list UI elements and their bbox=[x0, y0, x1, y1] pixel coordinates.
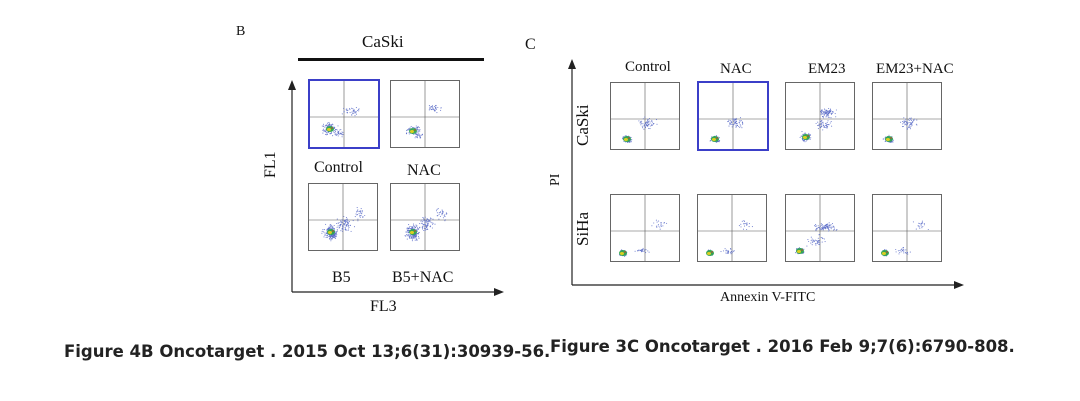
label-b-b5: B5 bbox=[332, 269, 351, 286]
flow-plot-c-siha-em23nac bbox=[872, 194, 942, 262]
flow-plot-b-control bbox=[308, 79, 380, 149]
caption-panel-c: Figure 3C Oncotarget . 2016 Feb 9;7(6):6… bbox=[550, 337, 1015, 356]
panel-b-letter: B bbox=[236, 24, 246, 39]
flow-plot-c-caski-nac bbox=[697, 81, 769, 151]
flow-plot-c-siha-em23 bbox=[785, 194, 855, 262]
label-b-b5nac: B5+NAC bbox=[392, 269, 454, 286]
col-label-em23: EM23 bbox=[808, 61, 846, 77]
caption-panel-b: Figure 4B Oncotarget . 2015 Oct 13;6(31)… bbox=[64, 342, 551, 361]
panel-b-group-header: CaSki bbox=[362, 32, 404, 51]
panel-c-x-axis-label: Annexin V-FITC bbox=[720, 290, 816, 305]
label-b-nac: NAC bbox=[407, 162, 441, 179]
flow-plot-c-caski-control bbox=[610, 82, 680, 150]
row-label-caski: CaSki bbox=[573, 104, 592, 146]
flow-plot-b-nac bbox=[390, 80, 460, 148]
col-label-em23nac: EM23+NAC bbox=[876, 61, 954, 77]
panel-b-axes bbox=[288, 80, 504, 296]
flow-plot-c-caski-em23nac bbox=[872, 82, 942, 150]
flow-plot-b-b5nac bbox=[390, 183, 460, 251]
flow-plot-c-caski-em23 bbox=[785, 82, 855, 150]
row-label-siha: SiHa bbox=[573, 212, 592, 246]
label-b-control: Control bbox=[314, 159, 363, 176]
flow-plot-b-b5 bbox=[308, 183, 378, 251]
flow-plot-c-siha-control bbox=[610, 194, 680, 262]
panel-c-letter: C bbox=[525, 36, 536, 53]
panel-b-y-axis-label: FL1 bbox=[262, 151, 279, 178]
panel-c-y-axis-label: PI bbox=[548, 173, 563, 186]
col-label-nac: NAC bbox=[720, 61, 752, 77]
flow-plot-c-siha-nac bbox=[697, 194, 767, 262]
panel-b-header-bar bbox=[298, 58, 484, 61]
panel-c-axes bbox=[568, 59, 964, 289]
col-label-control: Control bbox=[625, 59, 671, 75]
panel-b-x-axis-label: FL3 bbox=[370, 298, 397, 315]
